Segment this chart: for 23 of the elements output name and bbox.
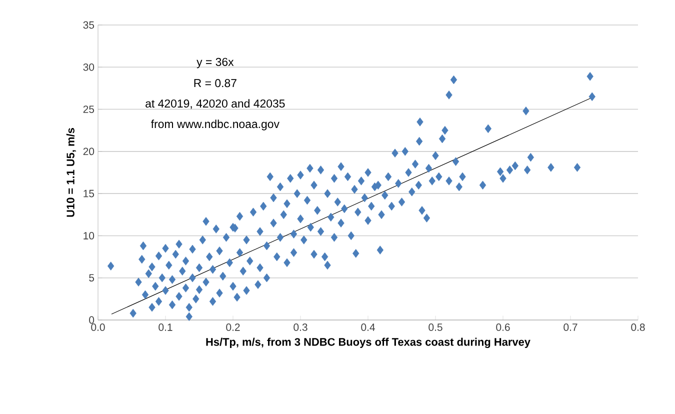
x-tick-label: 0.1 [158, 324, 172, 331]
x-tick-label: 0.6 [496, 324, 510, 331]
x-tick-label: 0.4 [361, 324, 375, 331]
y-axis-title: U10 = 1.1 U5, m/s [66, 128, 76, 217]
x-tick-label: 0.8 [631, 324, 645, 331]
x-tick-label: 0.2 [226, 324, 240, 331]
annotation: at 42019, 42020 and 42035 [146, 99, 285, 109]
annotation: from www.ndbc.noaa.gov [151, 120, 280, 130]
annotation: R = 0.87 [194, 79, 236, 88]
annotation: y = 36x [196, 58, 234, 68]
x-tick-label: 0.5 [428, 324, 442, 331]
y-tick-label: 25 [83, 106, 94, 113]
x-tick-label: 0.3 [294, 324, 308, 331]
y-tick-label: 5 [89, 274, 94, 282]
x-tick-label: 0.7 [564, 324, 578, 331]
y-tick-label: 0 [89, 316, 94, 324]
y-tick-label: 15 [84, 190, 94, 198]
y-tick-label: 20 [83, 148, 94, 156]
y-tick-label: 35 [83, 21, 94, 29]
y-tick-label: 10 [84, 232, 94, 240]
x-axis-title: Hs/Tp, m/s, from 3 NDBC Buoys off Texas coast during Harvey [206, 338, 530, 348]
x-tick-label: 0.0 [91, 324, 105, 331]
y-tick-label: 30 [83, 63, 94, 71]
